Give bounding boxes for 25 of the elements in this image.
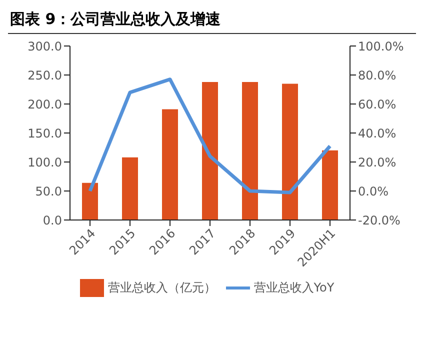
bar — [322, 150, 338, 220]
y-tick-label: 300.0 — [28, 39, 62, 54]
y-tick-label: 0.0 — [42, 213, 62, 228]
bar — [282, 84, 298, 220]
y-tick-label: 50.0 — [35, 184, 62, 198]
y2-tick-label: 40.0% — [358, 126, 396, 140]
y2-tick-label: 0.0% — [358, 184, 388, 198]
bar — [242, 82, 258, 220]
y2-tick-label: 20.0% — [358, 155, 396, 170]
chart-title: 图表 9：公司营业总收入及增速 — [8, 8, 416, 34]
y-tick-label: 200.0 — [28, 97, 62, 112]
y-tick-label: 100.0 — [28, 155, 62, 170]
line-series — [88, 78, 332, 194]
legend-label: 营业总收入（亿元） — [108, 280, 216, 294]
bar — [162, 109, 178, 220]
y-tick-label: 150.0 — [28, 126, 62, 140]
y2-tick-label: 60.0% — [358, 97, 396, 112]
legend-label: 营业总收入YoY — [254, 280, 334, 294]
y2-tick-label: 100.0% — [358, 39, 404, 54]
bar — [82, 182, 98, 220]
y-tick-label: 250.0 — [28, 68, 62, 82]
y2-tick-label: -20.0% — [358, 213, 400, 228]
bar — [202, 82, 218, 220]
y2-tick-label: 80.0% — [358, 68, 396, 82]
bar — [122, 157, 138, 220]
